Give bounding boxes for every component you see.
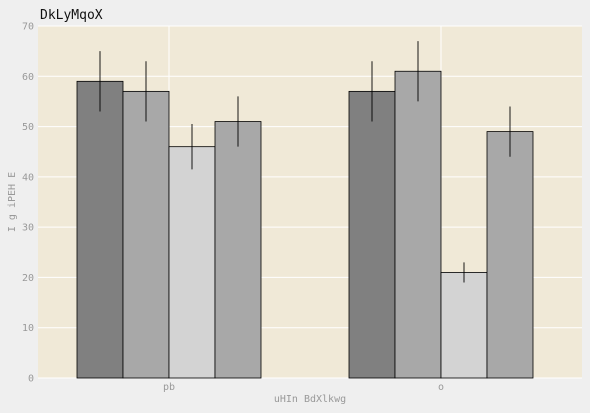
bar-pb-0 — [76, 80, 124, 379]
y-tick-label: 20 — [22, 273, 34, 284]
bar-o-1 — [394, 70, 442, 379]
bar-pb-2 — [168, 146, 216, 379]
x-axis-ticks: pb o — [163, 382, 444, 393]
y-tick-label: 70 — [22, 22, 34, 33]
x-axis-label: uHIn BdXlkwg — [274, 394, 346, 405]
y-tick-label: 0 — [28, 374, 34, 385]
y-tick-label: 60 — [22, 72, 34, 83]
error-bars — [99, 41, 511, 283]
bar-pb-3 — [214, 121, 262, 379]
x-tick-label: o — [438, 382, 444, 393]
bar-pb-1 — [122, 90, 170, 379]
bar-o-3 — [486, 131, 534, 379]
y-tick-label: 10 — [22, 323, 34, 334]
chart-title: DkLyMqoX — [40, 8, 103, 23]
y-tick-label: 50 — [22, 122, 34, 133]
y-axis-label: I g iPEH E — [7, 172, 18, 232]
bar-o-0 — [348, 90, 396, 379]
y-axis-ticks: 0 10 20 30 40 50 60 70 — [22, 22, 34, 385]
bar-o-2 — [440, 271, 488, 379]
y-tick-label: 40 — [22, 172, 34, 183]
bars — [76, 70, 534, 379]
y-tick-label: 30 — [22, 223, 34, 234]
x-tick-label: pb — [163, 382, 175, 393]
